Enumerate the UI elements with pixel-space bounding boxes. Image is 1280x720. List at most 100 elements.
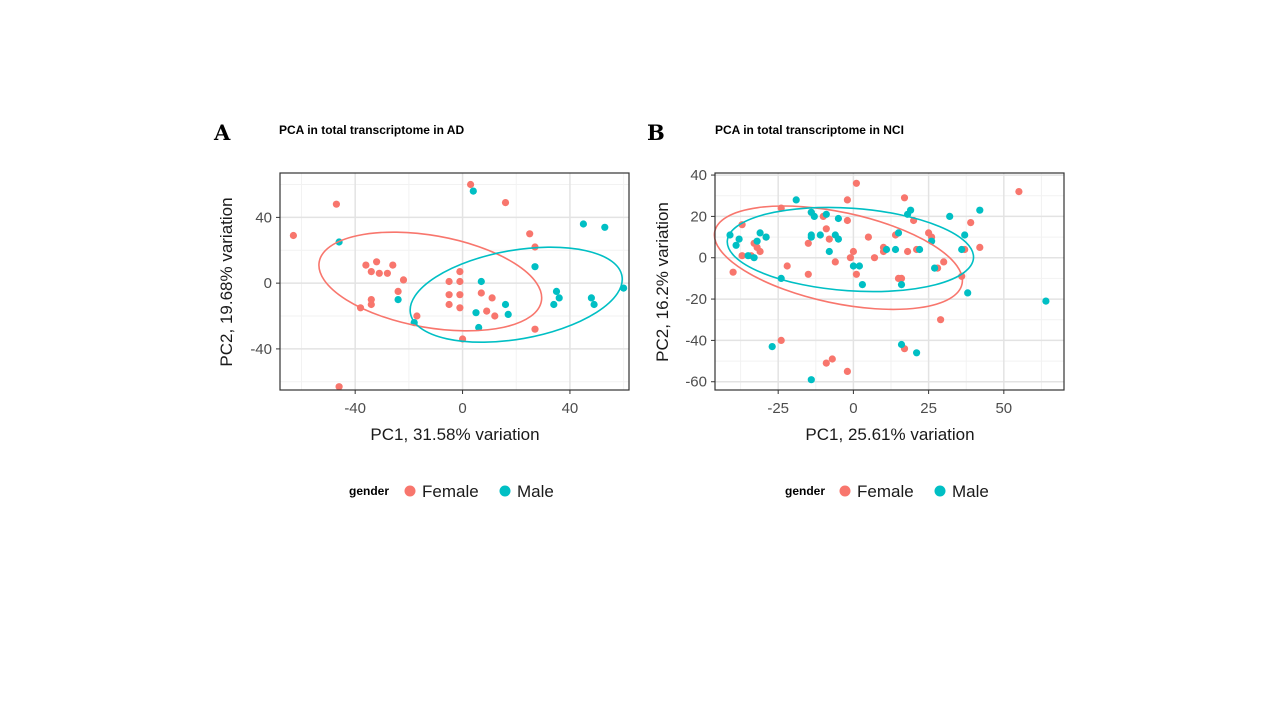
panel-b-point-female (852, 179, 861, 187)
panel-b-legend: gender Female Male (785, 482, 989, 501)
panel-b-x-tick-label: 0 (849, 400, 857, 417)
panel-b-point-male (753, 237, 761, 245)
panel-b-point-male (750, 254, 758, 262)
panel-b-legend-title: gender (785, 484, 825, 498)
panel-a-point-male (531, 263, 539, 271)
panel-a-point-female (383, 269, 391, 277)
panel-b-point-male (976, 206, 984, 214)
panel-b-point-female (738, 252, 746, 260)
panel-b-point-male (792, 196, 800, 204)
panel-a-point-female (335, 383, 343, 391)
panel-a-legend: gender Female Male (349, 482, 554, 501)
panel-a-point-female (413, 312, 421, 320)
panel-b-legend-male-label: Male (952, 482, 989, 501)
panel-b-legend-male-key (934, 485, 946, 497)
panel-b-point-male (807, 376, 815, 384)
panel-b-point-male (913, 349, 921, 357)
panel-b-point-male (756, 229, 764, 237)
panel-a-legend-male-label: Male (517, 482, 554, 501)
panel-b-point-male (732, 241, 740, 249)
panel-b-point-female (897, 274, 906, 282)
panel-a-point-male (475, 323, 483, 332)
panel-a-point-female (367, 300, 375, 309)
panel-b-point-male (931, 264, 939, 272)
panel-a-point-female (445, 277, 453, 286)
panel-a-point-female (488, 294, 496, 302)
panel-a-point-female (456, 304, 464, 312)
panel-b-point-male (825, 247, 833, 256)
panel-b-point-female (846, 254, 855, 262)
panel-a-title: PCA in total transcriptome in AD (279, 123, 464, 137)
panel-b-x-tick-label: 50 (995, 400, 1012, 417)
panel-b-point-female (900, 194, 909, 202)
panel-b-x-tick-label: -25 (767, 400, 789, 417)
panel-a-point-female (483, 307, 491, 315)
panel-a-point-male (550, 300, 558, 309)
panel-b-point-male (964, 289, 972, 297)
panel-b-y-tick-label: -20 (685, 291, 707, 308)
panel-a-y-tick-label: 40 (255, 209, 272, 226)
panel-a-point-female (399, 276, 408, 284)
panel-a-point-female (332, 200, 340, 208)
panel-a-point-female (526, 230, 534, 238)
panel-a-point-male (579, 220, 588, 228)
panel-b-legend-female-key (839, 485, 851, 497)
panel-a-panel-background (280, 173, 629, 390)
panel-b-point-male (834, 235, 843, 243)
panel-a-point-female (389, 261, 397, 269)
panel-a-point-female (445, 300, 453, 309)
panel-b-point-male (744, 252, 752, 260)
panel-a-point-female (362, 261, 370, 269)
panel-a-point-male (472, 309, 480, 317)
panel-a-point-female (373, 258, 381, 266)
panel-a-y-axis-title: PC2, 19.68% variation (217, 197, 236, 366)
panel-b-point-male (961, 231, 969, 239)
panel-a-point-male (587, 294, 596, 302)
panel-b-y-axis-title: PC2, 16.2% variation (653, 202, 672, 362)
panel-b-point-male (822, 210, 830, 218)
panel-b-y-tick-label: 40 (690, 167, 707, 184)
panel-a-point-male (504, 310, 512, 318)
panel-b-x-axis-title: PC1, 25.61% variation (805, 425, 974, 444)
panel-a-point-female (445, 291, 453, 299)
panel-a-y-tick-label: 0 (264, 275, 272, 292)
panel-b-plot-area: -25 0 25 50 -60 -40 -20 0 20 40 (685, 167, 1065, 417)
panel-a-ellipse-female (318, 231, 543, 332)
panel-b-point-female (828, 355, 836, 363)
panel-a-point-female (531, 325, 539, 333)
panel-b-point-male (834, 214, 843, 223)
panel-b-point-male (858, 281, 867, 289)
panel-b-point-female (940, 258, 948, 266)
panel-b-point-male (897, 340, 906, 349)
panel-b-point-male (882, 245, 891, 254)
panel-a-letter: A (213, 120, 231, 145)
panel-b-point-male (849, 262, 858, 270)
panel-b-point-female (864, 233, 873, 241)
panel-b-point-male (816, 231, 824, 239)
panel-a-point-male (552, 287, 561, 295)
panel-a-point-male (501, 300, 510, 309)
panel-b-point-female (976, 243, 984, 251)
panel-a-point-male (590, 300, 598, 309)
panel-b-point-male (810, 212, 818, 220)
panel-b-pca-nci: B PCA in total transcriptome in NCI -25 0… (647, 120, 1065, 501)
panel-b-point-female (822, 359, 830, 367)
panel-b-point-male (946, 212, 954, 220)
panel-b-point-female (967, 219, 975, 227)
panel-b-point-male (762, 233, 770, 241)
panel-a-point-female (394, 287, 402, 295)
panel-b-point-male (897, 281, 906, 289)
panel-a-plot-area: -40 0 40 -40 0 40 (250, 172, 630, 417)
panel-b-ellipse-male (726, 206, 975, 293)
panel-b-point-male (1042, 297, 1050, 305)
panel-a-point-female (456, 277, 464, 286)
panel-a-point-female (501, 199, 510, 207)
panel-b-point-male (916, 245, 924, 254)
panel-a-point-female (467, 180, 475, 189)
panel-a-point-female (375, 269, 383, 277)
panel-b-y-tick-label: 0 (699, 250, 707, 267)
panel-b-point-female (756, 247, 764, 256)
panel-a-legend-female-label: Female (422, 482, 479, 501)
